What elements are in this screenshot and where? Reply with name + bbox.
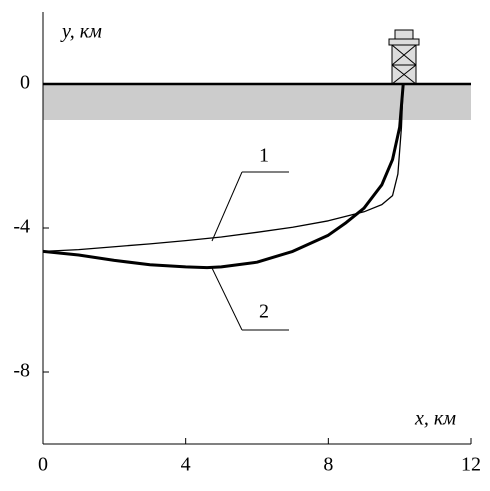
chart: y, км x, км -8-400481212 — [0, 0, 490, 491]
x-tick-label: 12 — [461, 454, 481, 476]
x-axis-label: x, км — [414, 408, 456, 430]
y-axis-label: y, км — [60, 21, 102, 43]
y-tick-label: -8 — [13, 360, 30, 382]
x-tick-label: 0 — [38, 454, 48, 476]
shaded-band — [43, 84, 471, 120]
x-tick-label: 4 — [181, 454, 191, 476]
derrick — [389, 30, 419, 84]
series-label: 1 — [259, 145, 269, 167]
y-tick-label: -4 — [13, 216, 30, 238]
leader-line — [212, 268, 242, 330]
y-tick-label: 0 — [20, 72, 30, 94]
leader-line — [212, 172, 242, 241]
series-label: 2 — [259, 301, 269, 323]
x-tick-label: 8 — [323, 454, 333, 476]
